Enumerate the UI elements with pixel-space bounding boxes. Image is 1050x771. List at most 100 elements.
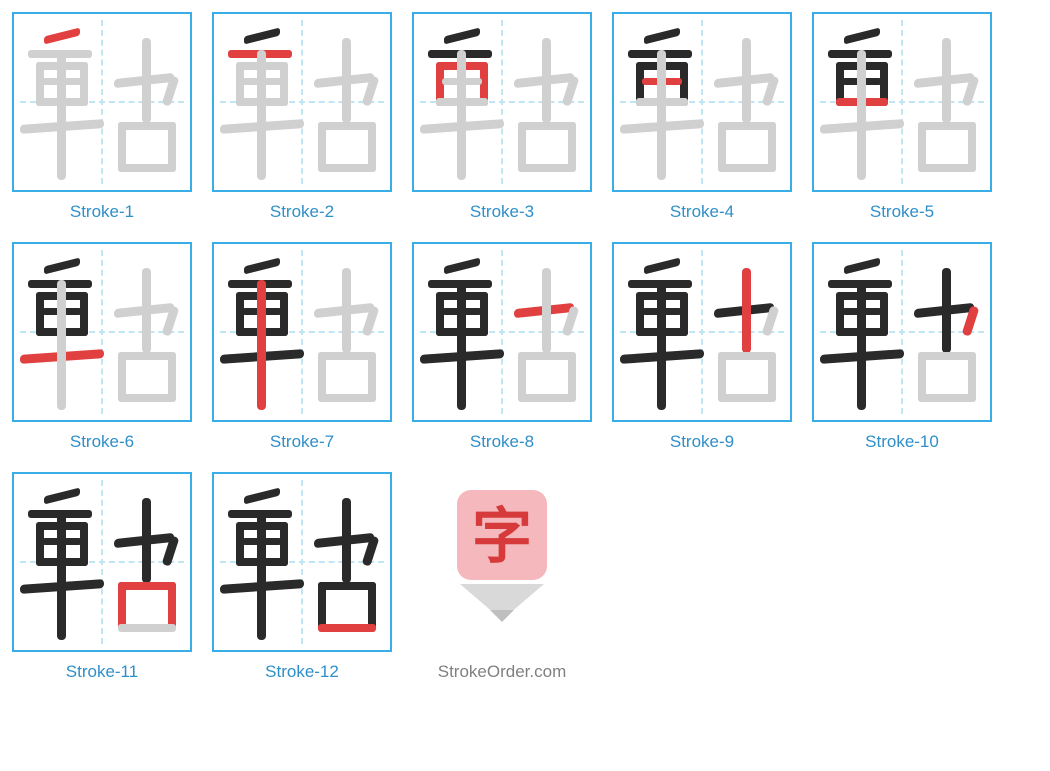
stroke-segment [768, 352, 776, 400]
stroke-tile [212, 472, 392, 652]
stroke-cell-12: Stroke-12 [212, 472, 392, 682]
stroke-segment [568, 352, 576, 400]
stroke-tile [12, 12, 192, 192]
stroke-label: Stroke-1 [70, 202, 134, 222]
stroke-segment [768, 122, 776, 170]
stroke-segment [542, 268, 551, 353]
stroke-segment [518, 164, 576, 172]
stroke-cell-2: Stroke-2 [212, 12, 392, 222]
stroke-segment [318, 624, 376, 632]
stroke-segment [142, 38, 151, 123]
stroke-segment [518, 394, 576, 402]
stroke-segment [57, 510, 66, 640]
stroke-segment [942, 268, 951, 353]
stroke-segment [44, 488, 80, 505]
stroke-label: Stroke-6 [70, 432, 134, 452]
stroke-cell-6: Stroke-6 [12, 242, 192, 452]
stroke-segment [244, 258, 280, 275]
character-glyph [14, 244, 190, 420]
stroke-segment [342, 38, 351, 123]
character-glyph [414, 14, 590, 190]
stroke-segment [742, 268, 751, 353]
stroke-segment [142, 268, 151, 353]
stroke-segment [44, 28, 80, 45]
stroke-label: Stroke-12 [265, 662, 339, 682]
stroke-tile [812, 12, 992, 192]
stroke-label: Stroke-5 [870, 202, 934, 222]
stroke-segment [644, 258, 680, 275]
stroke-cell-8: Stroke-8 [412, 242, 592, 452]
stroke-cell-5: Stroke-5 [812, 12, 992, 222]
stroke-tile [612, 242, 792, 422]
stroke-segment [318, 394, 376, 402]
stroke-segment [118, 624, 176, 632]
stroke-segment [918, 164, 976, 172]
stroke-segment [257, 50, 266, 180]
stroke-label: Stroke-11 [66, 662, 138, 682]
logo-character: 字 [472, 503, 532, 570]
character-glyph [214, 474, 390, 650]
stroke-segment [118, 394, 176, 402]
logo-icon: 字 [412, 472, 592, 652]
stroke-label: Stroke-7 [270, 432, 334, 452]
stroke-segment [457, 50, 466, 180]
stroke-cell-11: Stroke-11 [12, 472, 192, 682]
stroke-tile [412, 12, 592, 192]
stroke-segment [844, 258, 880, 275]
stroke-segment [968, 122, 976, 170]
character-glyph [214, 14, 390, 190]
stroke-segment [342, 498, 351, 583]
stroke-tile [612, 12, 792, 192]
stroke-segment [244, 488, 280, 505]
stroke-tile [212, 12, 392, 192]
character-glyph [614, 244, 790, 420]
stroke-tile [12, 242, 192, 422]
stroke-segment [718, 164, 776, 172]
stroke-label: Stroke-3 [470, 202, 534, 222]
stroke-cell-4: Stroke-4 [612, 12, 792, 222]
stroke-segment [444, 28, 480, 45]
stroke-segment [368, 352, 376, 400]
stroke-label: Stroke-10 [865, 432, 939, 452]
stroke-tile [12, 472, 192, 652]
stroke-segment [542, 38, 551, 123]
stroke-cell-1: Stroke-1 [12, 12, 192, 222]
stroke-segment [142, 498, 151, 583]
stroke-segment [457, 280, 466, 410]
stroke-segment [918, 394, 976, 402]
stroke-segment [342, 268, 351, 353]
stroke-segment [368, 582, 376, 630]
stroke-segment [657, 280, 666, 410]
stroke-segment [657, 50, 666, 180]
stroke-segment [118, 164, 176, 172]
logo-cell: 字StrokeOrder.com [412, 472, 592, 682]
stroke-segment [244, 28, 280, 45]
stroke-segment [168, 122, 176, 170]
character-glyph [414, 244, 590, 420]
stroke-cell-3: Stroke-3 [412, 12, 592, 222]
stroke-segment [168, 582, 176, 630]
stroke-tile [212, 242, 392, 422]
logo-tile: 字 [412, 472, 592, 652]
stroke-segment [444, 258, 480, 275]
stroke-segment [368, 122, 376, 170]
stroke-cell-7: Stroke-7 [212, 242, 392, 452]
stroke-label: Stroke-2 [270, 202, 334, 222]
stroke-segment [257, 280, 266, 410]
stroke-segment [318, 164, 376, 172]
stroke-segment [57, 280, 66, 410]
stroke-segment [844, 28, 880, 45]
stroke-order-grid: Stroke-1 Stroke-2 Stroke-3 Stroke-4 Stroke-5… [12, 12, 1038, 682]
character-glyph [614, 14, 790, 190]
stroke-segment [44, 258, 80, 275]
character-glyph [214, 244, 390, 420]
stroke-segment [942, 38, 951, 123]
stroke-segment [857, 280, 866, 410]
character-glyph [14, 474, 190, 650]
stroke-segment [857, 50, 866, 180]
stroke-segment [742, 38, 751, 123]
character-glyph [814, 244, 990, 420]
stroke-segment [568, 122, 576, 170]
stroke-segment [644, 28, 680, 45]
stroke-segment [57, 50, 66, 180]
